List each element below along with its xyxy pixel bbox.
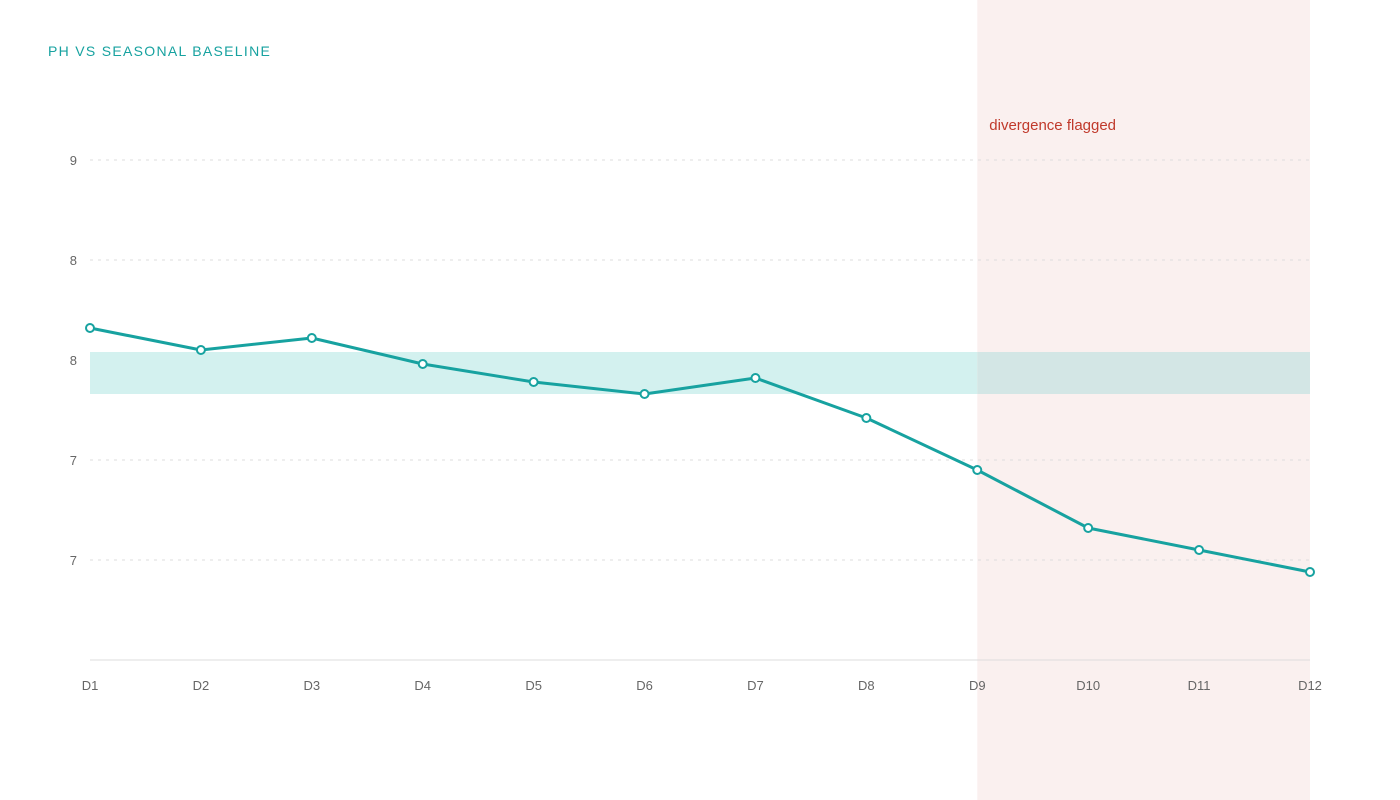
y-tick-label: 7 [70, 453, 77, 468]
data-point [1194, 545, 1205, 555]
y-tick-label: 7 [70, 553, 77, 568]
baseline-band-flagged [977, 352, 1310, 394]
x-tick-labels: D1 D2 D3 D4 D5 D6 D7 D8 D9 D10 D11 D12 [82, 678, 1322, 693]
x-tick-label: D10 [1076, 678, 1100, 693]
y-tick-label: 8 [70, 353, 77, 368]
x-tick-label: D2 [193, 678, 210, 693]
x-tick-label: D9 [969, 678, 986, 693]
highlight-region-layer [977, 0, 1310, 800]
data-point [639, 389, 650, 399]
series-line [88, 326, 1312, 574]
data-point [528, 377, 539, 387]
x-tick-label: D6 [636, 678, 653, 693]
data-point [195, 345, 206, 355]
data-point [85, 323, 95, 333]
data-point [1083, 523, 1094, 533]
data-point [861, 413, 872, 423]
baseline-band [90, 352, 978, 394]
data-point [417, 359, 428, 369]
baseline-band-layer [90, 352, 1310, 394]
ph-series-line [88, 326, 1312, 574]
y-tick-label: 9 [70, 153, 77, 168]
x-tick-label: D4 [414, 678, 431, 693]
x-tick-label: D11 [1188, 678, 1211, 693]
data-point [972, 465, 983, 475]
x-tick-label: D5 [525, 678, 542, 693]
highlight-region [977, 0, 1310, 800]
x-tick-label: D12 [1298, 678, 1322, 693]
y-tick-labels: 9 8 8 7 7 [70, 153, 77, 568]
divergence-annotation: divergence flagged [989, 117, 1116, 134]
data-point [750, 373, 761, 383]
data-point [306, 333, 317, 343]
x-tick-label: D7 [747, 678, 764, 693]
annotation-layer: divergence flagged [989, 117, 1116, 134]
x-tick-label: D8 [858, 678, 875, 693]
ph-series-points [85, 323, 1315, 577]
data-point [1305, 567, 1315, 577]
x-tick-label: D3 [304, 678, 321, 693]
y-tick-label: 8 [70, 253, 77, 268]
x-tick-label: D1 [82, 678, 99, 693]
chart-title: PH VS SEASONAL BASELINE [48, 43, 272, 59]
